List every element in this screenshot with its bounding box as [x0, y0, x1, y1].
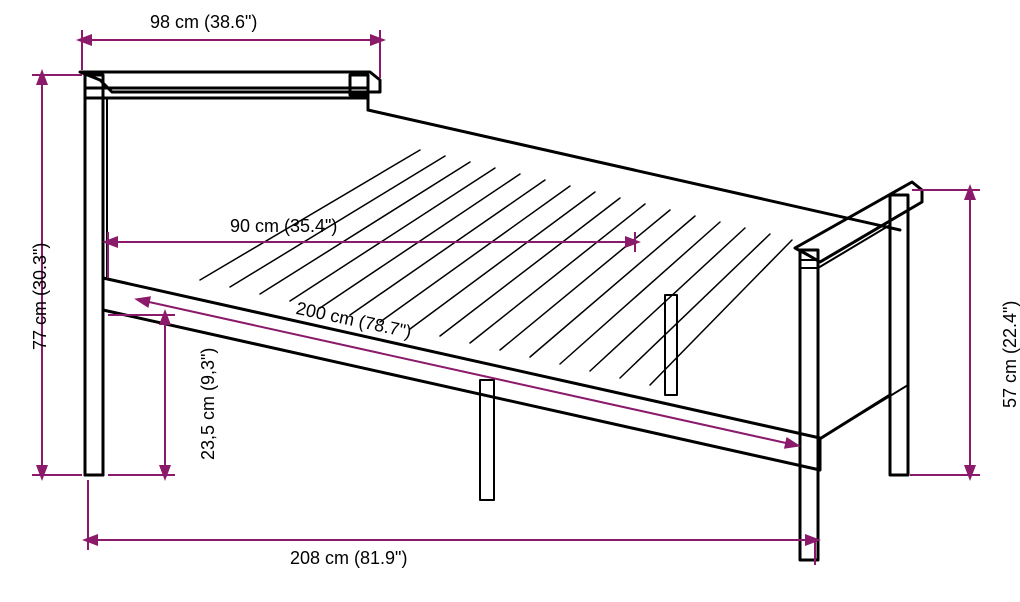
dim-height-head: 77 cm (30.3") [30, 243, 51, 350]
dimension-lines [32, 30, 980, 565]
dim-height-clearance: 23,5 cm (9,3") [198, 348, 219, 460]
bed-outline [80, 72, 922, 560]
dim-height-foot: 57 cm (22.4") [1000, 301, 1020, 408]
bed-frame-diagram [0, 0, 1020, 602]
dim-length-outer: 208 cm (81.9") [290, 548, 407, 569]
dim-width-outer: 98 cm (38.6") [150, 12, 257, 33]
dim-width-inner: 90 cm (35.4") [230, 216, 337, 237]
